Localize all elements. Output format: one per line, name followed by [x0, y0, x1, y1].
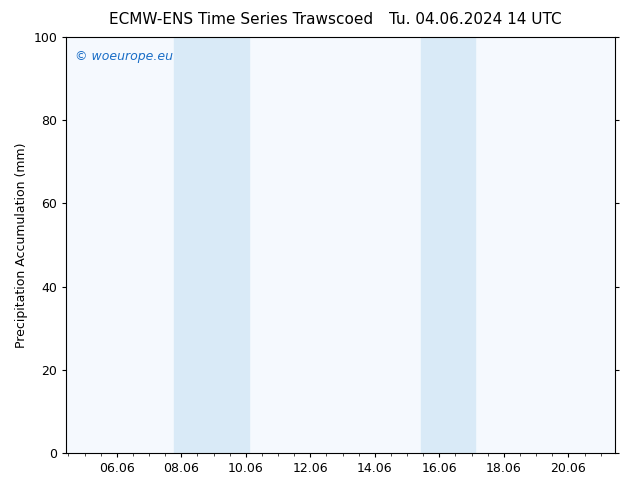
Text: ECMW-ENS Time Series Trawscoed: ECMW-ENS Time Series Trawscoed: [109, 12, 373, 27]
Y-axis label: Precipitation Accumulation (mm): Precipitation Accumulation (mm): [15, 142, 28, 348]
Text: Tu. 04.06.2024 14 UTC: Tu. 04.06.2024 14 UTC: [389, 12, 562, 27]
Text: © woeurope.eu: © woeurope.eu: [75, 49, 172, 63]
Bar: [421, 37, 475, 453]
Bar: [174, 37, 249, 453]
